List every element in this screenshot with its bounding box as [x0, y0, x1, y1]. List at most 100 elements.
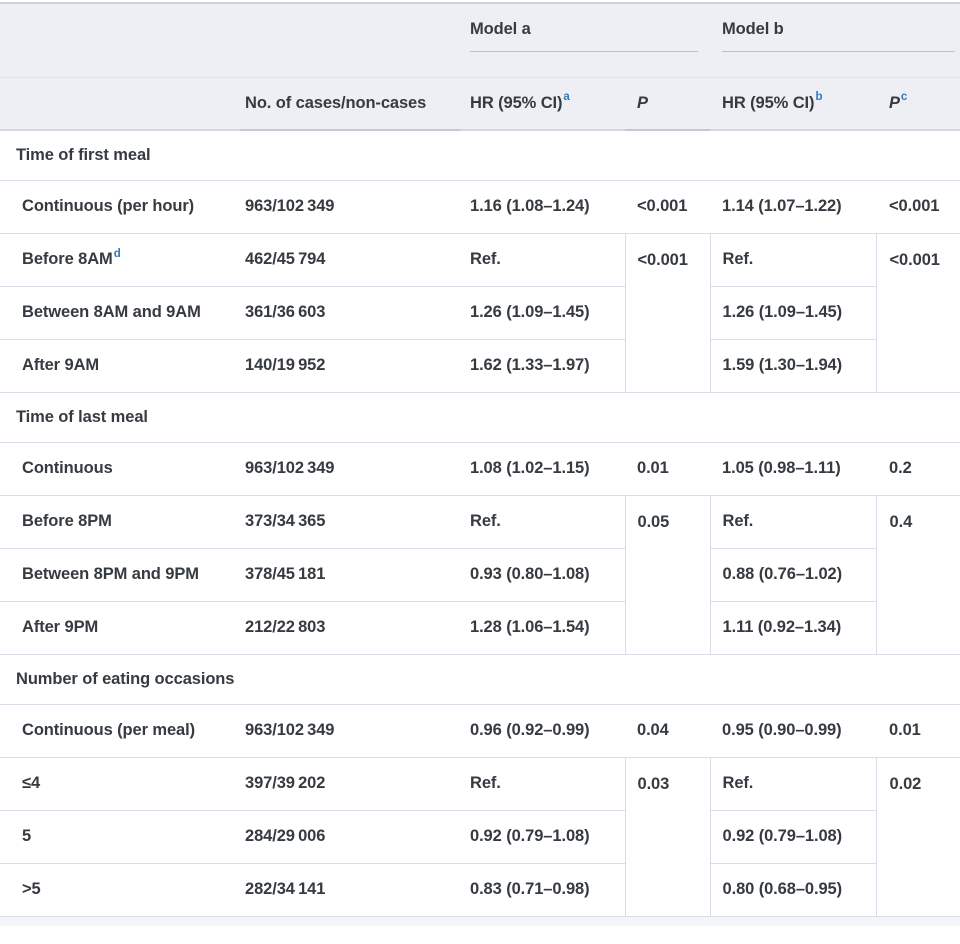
p-b-merged-cell: 0.4	[875, 495, 960, 655]
hr-a-cell: Ref.	[460, 233, 625, 287]
p-a-label: P	[637, 93, 648, 112]
hr-b-cell: 1.26 (1.09–1.45)	[710, 286, 877, 340]
data-row: ≤4 397/39 202 Ref. 0.03 Ref. 0.02	[0, 757, 960, 917]
p-model-b-header-cell: Pc	[876, 77, 960, 131]
data-row: After 9AM 140/19 952 1.62 (1.33–1.97) 1.…	[0, 339, 960, 393]
hr-b-cell: Ref.	[710, 495, 877, 549]
label-cell: Before 8PM	[0, 495, 240, 549]
hr-a-cell: 0.93 (0.80–1.08)	[460, 548, 625, 602]
model-b-underline	[722, 51, 956, 52]
section-title: Time of first meal	[0, 130, 960, 181]
hr-b-cell: 0.88 (0.76–1.02)	[710, 548, 877, 602]
label-cell: 5	[0, 810, 240, 864]
label-cell: ≤4	[0, 757, 240, 811]
p-b-merged-cell: 0.02	[875, 757, 960, 917]
label-cell: >5	[0, 863, 240, 917]
top-gap	[0, 0, 960, 2]
hr-a-label: HR (95% CI)	[470, 93, 563, 112]
data-row: Before 8AMd 462/45 794 Ref. <0.001 Ref. …	[0, 233, 960, 393]
row-label-header-cell	[0, 77, 240, 131]
hr-b-cell: Ref.	[710, 757, 877, 811]
p-b-cell: <0.001	[876, 180, 960, 234]
hr-b-cell: 1.11 (0.92–1.34)	[710, 601, 877, 655]
hr-a-cell: 1.26 (1.09–1.45)	[460, 286, 625, 340]
hr-b-cell: 0.95 (0.90–0.99)	[710, 704, 877, 758]
section-row-time-of-first-meal: Time of first meal	[0, 130, 960, 181]
hr-a-cell: 1.28 (1.06–1.54)	[460, 601, 625, 655]
p-model-a-header-cell: P	[625, 77, 711, 131]
section-title: Time of last meal	[0, 392, 960, 443]
hr-b-cell: Ref.	[710, 233, 877, 287]
hr-b-cell: 1.14 (1.07–1.22)	[710, 180, 877, 234]
label-cell: Between 8PM and 9PM	[0, 548, 240, 602]
model-b-group: Model b	[710, 4, 960, 52]
label-cell: After 9AM	[0, 339, 240, 393]
data-row: >5 282/34 141 0.83 (0.71–0.98) 0.80 (0.6…	[0, 863, 960, 917]
table-top-border	[0, 2, 960, 4]
p-b-merged-cell: <0.001	[875, 233, 960, 393]
empty-group-header-cell	[0, 4, 460, 78]
p-a-merged-cell: <0.001	[624, 233, 711, 393]
cases-cell: 212/22 803	[240, 601, 460, 655]
cases-header-cell: No. of cases/non-cases	[240, 77, 460, 131]
data-row: Between 8PM and 9PM 378/45 181 0.93 (0.8…	[0, 548, 960, 602]
cases-cell: 963/102 349	[240, 704, 460, 758]
data-row: Continuous (per meal) 963/102 349 0.96 (…	[0, 704, 960, 758]
hr-a-cell: 0.96 (0.92–0.99)	[460, 704, 625, 758]
label-cell: After 9PM	[0, 601, 240, 655]
cases-cell: 284/29 006	[240, 810, 460, 864]
data-row: Continuous (per hour) 963/102 349 1.16 (…	[0, 180, 960, 234]
cases-cell: 963/102 349	[240, 180, 460, 234]
hr-b-cell: 1.05 (0.98–1.11)	[710, 442, 877, 496]
footnote-b-superscript: b	[815, 91, 823, 104]
section-title: Number of eating occasions	[0, 654, 960, 705]
label-cell: Continuous (per meal)	[0, 704, 240, 758]
data-row: 5 284/29 006 0.92 (0.79–1.08) 0.92 (0.79…	[0, 810, 960, 864]
hr-a-cell: 0.83 (0.71–0.98)	[460, 863, 625, 917]
model-a-group: Model a	[460, 4, 710, 52]
hr-a-cell: 0.92 (0.79–1.08)	[460, 810, 625, 864]
hr-model-b-header-cell: HR (95% CI)b	[710, 77, 877, 131]
label-cell: Continuous	[0, 442, 240, 496]
hazard-ratio-table: Model a Model b No. of cases/non-cases H…	[0, 4, 960, 917]
hr-b-cell: 0.80 (0.68–0.95)	[710, 863, 877, 917]
p-a-merged-cell: 0.05	[624, 495, 711, 655]
hr-b-cell: 1.59 (1.30–1.94)	[710, 339, 877, 393]
cases-cell: 373/34 365	[240, 495, 460, 549]
section-row-number-of-eating-occasions: Number of eating occasions	[0, 654, 960, 705]
label-cell: Before 8AMd	[0, 233, 240, 287]
label-cell: Continuous (per hour)	[0, 180, 240, 234]
hr-a-cell: 1.16 (1.08–1.24)	[460, 180, 625, 234]
column-header-row: No. of cases/non-cases HR (95% CI)a P HR…	[0, 77, 960, 131]
p-c-label: P	[889, 93, 900, 112]
hr-b-cell: 0.92 (0.79–1.08)	[710, 810, 877, 864]
model-a-underline	[470, 51, 699, 52]
footnote-a-superscript: a	[563, 91, 570, 104]
p-a-cell: 0.04	[625, 704, 711, 758]
cases-cell: 361/36 603	[240, 286, 460, 340]
model-a-label: Model a	[470, 20, 531, 38]
hr-b-label: HR (95% CI)	[722, 93, 815, 112]
data-row: After 9PM 212/22 803 1.28 (1.06–1.54) 1.…	[0, 601, 960, 655]
hr-a-cell: Ref.	[460, 495, 625, 549]
p-b-cell: 0.01	[876, 704, 960, 758]
p-a-merged-cell: 0.03	[624, 757, 711, 917]
cases-cell: 378/45 181	[240, 548, 460, 602]
section-row-time-of-last-meal: Time of last meal	[0, 392, 960, 443]
row-label: Before 8AM	[22, 250, 113, 268]
hr-a-cell: 1.62 (1.33–1.97)	[460, 339, 625, 393]
model-b-label: Model b	[722, 20, 784, 38]
data-row: Continuous 963/102 349 1.08 (1.02–1.15) …	[0, 442, 960, 496]
p-a-cell: <0.001	[625, 180, 711, 234]
model-b-group-header-cell: Model b	[710, 4, 960, 78]
cases-cell: 282/34 141	[240, 863, 460, 917]
p-a-cell: 0.01	[625, 442, 711, 496]
model-group-header-row: Model a Model b	[0, 4, 960, 78]
hr-a-cell: Ref.	[460, 757, 625, 811]
footnote-c-superscript: c	[900, 91, 908, 104]
cases-cell: 462/45 794	[240, 233, 460, 287]
cases-cell: 963/102 349	[240, 442, 460, 496]
model-a-group-header-cell: Model a	[460, 4, 711, 78]
cases-cell: 397/39 202	[240, 757, 460, 811]
